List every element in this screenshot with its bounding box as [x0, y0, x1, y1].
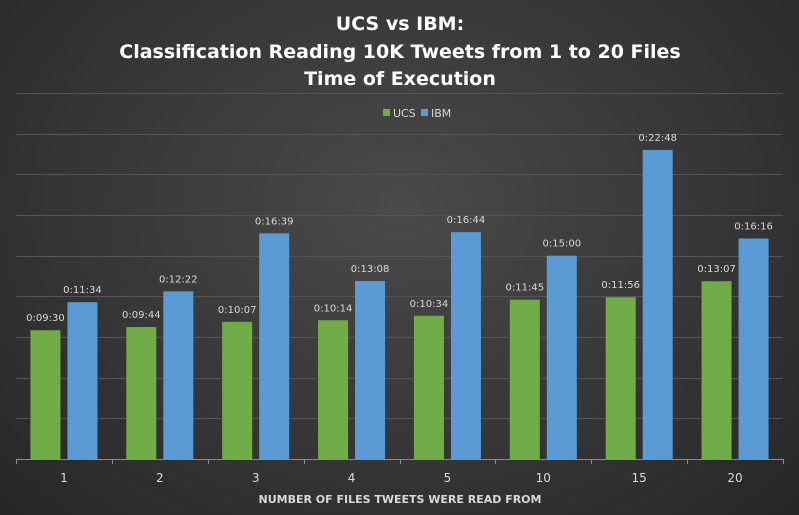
- bar-ucs-1: [30, 330, 61, 459]
- bar-ucs-2: [126, 327, 157, 459]
- chart-legend: UCS IBM: [383, 107, 451, 120]
- x-tick-label-5: 5: [444, 471, 452, 485]
- x-tick-label-20: 20: [727, 471, 742, 485]
- bar-ucs-15: [605, 297, 636, 459]
- bar-ucs-5: [413, 315, 444, 459]
- data-label-ibm-20: 0:16:16: [734, 221, 773, 232]
- bar-ucs-4: [318, 320, 349, 459]
- x-tick-label-4: 4: [348, 471, 356, 485]
- data-label-ucs-20: 0:13:07: [697, 264, 736, 275]
- data-label-ibm-3: 0:16:39: [255, 216, 294, 227]
- bar-ibm-2: [163, 291, 194, 459]
- data-label-ucs-4: 0:10:14: [314, 303, 353, 314]
- data-labels: 0:09:30 0:11:34 0:09:44 0:12:22 0:10:07 0:16:…: [26, 133, 773, 324]
- data-label-ibm-5: 0:16:44: [447, 215, 486, 226]
- title-line-2: Classification Reading 10K Tweets from 1…: [119, 41, 680, 63]
- data-label-ucs-10: 0:11:45: [506, 283, 545, 294]
- title-line-1: UCS vs IBM:: [336, 13, 464, 35]
- legend-label-ucs: UCS: [393, 107, 416, 120]
- data-label-ucs-3: 0:10:07: [218, 305, 257, 316]
- bar-ibm-5: [450, 232, 481, 459]
- legend-swatch-ibm: [421, 109, 428, 116]
- bar-ucs-3: [222, 321, 253, 459]
- data-label-ibm-15: 0:22:48: [638, 133, 677, 144]
- bar-ibm-1: [67, 302, 98, 459]
- x-tick-label-10: 10: [536, 471, 551, 485]
- x-tick-label-1: 1: [60, 471, 68, 485]
- bars: [30, 149, 769, 459]
- data-label-ucs-1: 0:09:30: [26, 313, 65, 324]
- x-tick-label-2: 2: [156, 471, 164, 485]
- chart-title: UCS vs IBM: Classification Reading 10K Tw…: [119, 13, 680, 90]
- x-tick-label-15: 15: [632, 471, 647, 485]
- legend-label-ibm: IBM: [431, 107, 451, 120]
- bar-ibm-4: [355, 280, 386, 459]
- data-label-ibm-2: 0:12:22: [159, 274, 198, 285]
- bar-ibm-15: [642, 149, 673, 459]
- data-label-ibm-4: 0:13:08: [351, 264, 390, 275]
- data-label-ucs-5: 0:10:34: [410, 299, 449, 310]
- data-label-ucs-2: 0:09:44: [122, 310, 161, 321]
- x-axis-title: NUMBER OF FILES TWEETS WERE READ FROM: [259, 493, 542, 506]
- data-label-ucs-15: 0:11:56: [601, 280, 640, 291]
- data-label-ibm-10: 0:15:00: [543, 239, 582, 250]
- bar-ucs-10: [509, 299, 540, 459]
- legend-swatch-ucs: [383, 109, 390, 116]
- bar-ibm-10: [546, 255, 577, 459]
- bar-ucs-20: [701, 281, 732, 459]
- title-line-3: Time of Execution: [304, 68, 496, 90]
- bar-ibm-3: [259, 233, 290, 459]
- x-axis: 1 2 3 4 5 10 15 20 NUMBER OF FILES TWEETS WERE R…: [16, 459, 784, 506]
- bar-ibm-20: [738, 238, 769, 459]
- data-label-ibm-1: 0:11:34: [63, 285, 102, 296]
- x-tick-label-3: 3: [252, 471, 260, 485]
